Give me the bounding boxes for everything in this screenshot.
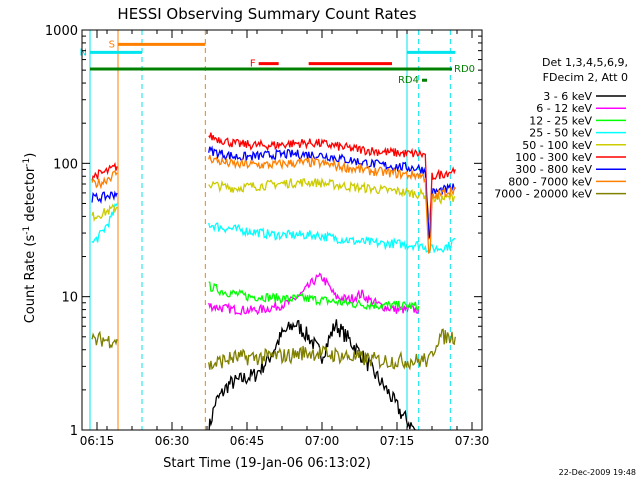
timestamp: 22-Dec-2009 19:48: [559, 468, 636, 477]
legend-label: 25 - 50 keV: [529, 127, 592, 140]
x-tick-label: 06:30: [155, 434, 190, 448]
flag-label: RD0: [454, 64, 475, 75]
x-axis: 06:15 06:30 06:45 07:00 07:15 07:30: [80, 30, 490, 448]
y-axis-label: Count Rate (s-1 detector-1): [22, 153, 38, 324]
flag-label: RD4: [398, 75, 419, 86]
legend-label: 12 - 25 keV: [529, 114, 592, 127]
legend-label: 800 - 7000 keV: [508, 175, 592, 188]
series-line: [208, 272, 420, 316]
legend: Det 1,3,4,5,6,9, FDecim 2, Att 0 3 - 6 keV…: [494, 56, 628, 201]
y-axis: 1 10 100 1000: [45, 24, 482, 439]
series-line: [208, 222, 456, 254]
series-line: [91, 170, 118, 190]
series-line: [208, 328, 456, 371]
series-line: [91, 203, 118, 222]
y-tick-label: 1: [70, 424, 78, 439]
x-tick-label: 07:30: [455, 434, 490, 448]
legend-header: Det 1,3,4,5,6,9,: [542, 56, 628, 69]
series-line: [208, 177, 456, 221]
series-line: [91, 190, 118, 205]
legend-label: 3 - 6 keV: [543, 90, 592, 103]
flag-label: S: [109, 39, 115, 50]
y-tick-label: 1000: [45, 24, 78, 39]
legend-header: FDecim 2, Att 0: [543, 71, 628, 84]
legend-label: 50 - 100 keV: [522, 139, 592, 152]
series-line: [208, 281, 420, 313]
y-tick-label: 10: [61, 291, 78, 306]
series-line: [208, 132, 456, 240]
x-tick-label: 06:15: [80, 434, 115, 448]
legend-label: 7000 - 20000 keV: [494, 188, 592, 201]
legend-label: 100 - 300 keV: [515, 151, 592, 164]
legend-label: 300 - 800 keV: [515, 163, 592, 176]
x-axis-label: Start Time (19-Jan-06 06:13:02): [163, 456, 371, 471]
y-tick-label: 100: [53, 157, 78, 172]
series-line: [208, 319, 416, 430]
series-line: [91, 161, 118, 181]
series-line: [208, 145, 456, 238]
series-line: [91, 203, 118, 244]
flag-label: N: [80, 47, 87, 58]
plot-area: S N F RD0 RD4: [80, 29, 483, 431]
chart-title: HESSI Observing Summary Count Rates: [117, 5, 416, 23]
series-line: [91, 330, 118, 349]
x-tick-label: 06:45: [230, 434, 265, 448]
series-line: [208, 154, 456, 254]
legend-label: 6 - 12 keV: [536, 102, 592, 115]
flag-label: F: [250, 59, 256, 70]
plot-content: [89, 30, 456, 430]
x-tick-label: 07:15: [380, 434, 415, 448]
x-tick-label: 07:00: [305, 434, 340, 448]
